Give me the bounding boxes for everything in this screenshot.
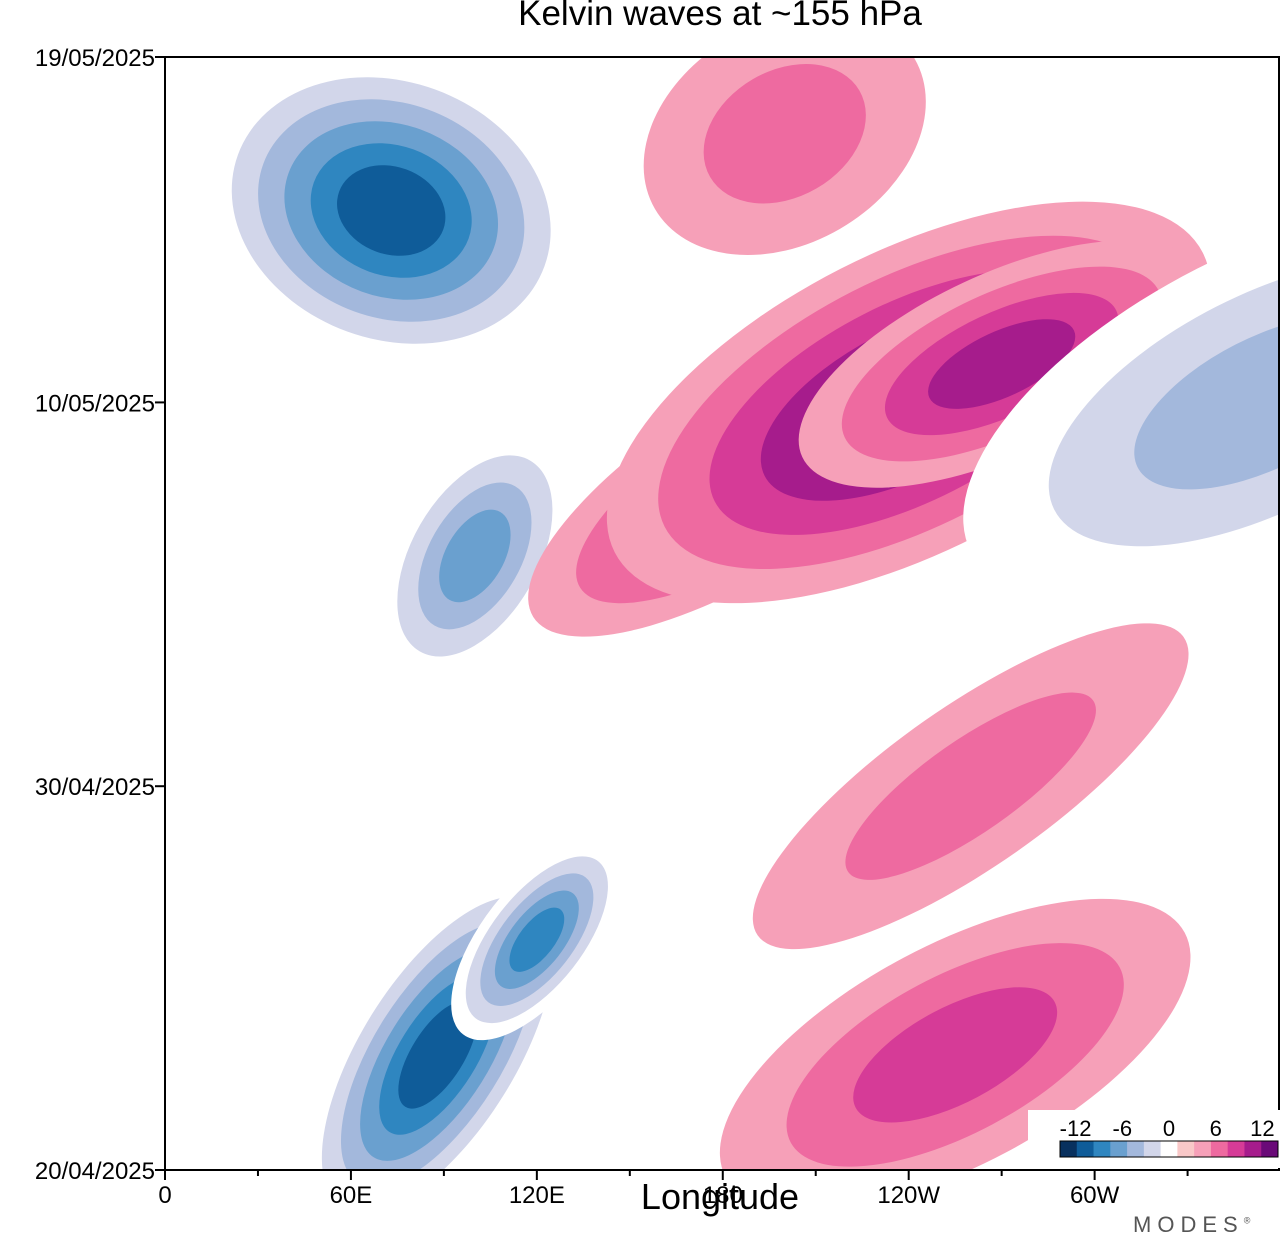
contour-band xyxy=(1134,315,1279,490)
colorbar-swatch xyxy=(1244,1141,1262,1157)
contour-band xyxy=(703,64,866,204)
chart-title: Kelvin waves at ~155 hPa xyxy=(518,0,922,33)
contour-feature xyxy=(451,839,623,1041)
y-tick-label: 20/04/2025 xyxy=(35,1158,155,1185)
colorbar-swatch xyxy=(1261,1141,1279,1157)
contour-feature xyxy=(643,57,926,256)
contour-band xyxy=(853,987,1058,1123)
contour-feature xyxy=(719,898,1191,1170)
x-tick-label: 0 xyxy=(158,1182,171,1209)
colorbar-swatch xyxy=(1110,1141,1128,1157)
x-tick-label: 60W xyxy=(1070,1182,1120,1209)
contour-feature xyxy=(798,240,1205,488)
colorbar-label: 12 xyxy=(1250,1116,1274,1141)
colorbar-swatch xyxy=(1160,1141,1178,1157)
contour-band xyxy=(509,907,565,972)
x-axis: 0 60E 120E 180 120W 60W xyxy=(158,1170,1189,1209)
contour-band xyxy=(845,692,1096,880)
brand-text: MODES xyxy=(1133,1212,1244,1237)
contour-feature xyxy=(963,201,1279,604)
contour-fields xyxy=(205,57,1279,1170)
x-tick-label: 60E xyxy=(330,1182,373,1209)
y-tick-label: 10/05/2025 xyxy=(35,390,155,417)
colorbar-swatch xyxy=(1093,1141,1111,1157)
colorbar-frame xyxy=(1059,1140,1279,1158)
colorbar-label: 0 xyxy=(1163,1116,1175,1141)
colorbar-background xyxy=(1028,1110,1280,1168)
colorbar-swatch xyxy=(1127,1141,1145,1157)
colorbar-swatch xyxy=(1076,1141,1095,1157)
y-tick-label: 30/04/2025 xyxy=(35,774,155,801)
y-tick-label: 19/05/2025 xyxy=(35,45,155,72)
colorbar-label: -12 xyxy=(1060,1116,1092,1141)
contour-band xyxy=(928,319,1076,409)
colorbar-swatch xyxy=(1227,1141,1245,1157)
colorbar-swatch xyxy=(1210,1141,1229,1157)
x-axis-label: Longitude xyxy=(640,1176,800,1217)
contour-feature xyxy=(752,623,1189,950)
colorbar-label: -6 xyxy=(1113,1116,1133,1141)
colorbar-label: 6 xyxy=(1210,1116,1222,1141)
x-tick-label: 120E xyxy=(509,1182,565,1209)
colorbar-swatch xyxy=(1143,1141,1162,1157)
colorbar-swatch xyxy=(1060,1141,1078,1157)
modes-logo: MODES® xyxy=(1133,1212,1251,1237)
contour-feature xyxy=(376,428,574,684)
y-axis: 20/04/2025 30/04/2025 10/05/2025 19/05/2025 xyxy=(35,45,165,1185)
contour-band xyxy=(337,165,446,256)
colorbar: -12 -6 0 6 12 xyxy=(1028,1110,1280,1168)
x-tick-label: 120W xyxy=(877,1182,940,1209)
contour-feature xyxy=(205,57,577,366)
contour-band xyxy=(439,509,511,603)
x-tick-label: 180 xyxy=(703,1182,743,1209)
plot-area xyxy=(165,57,1279,1170)
colorbar-swatch xyxy=(1177,1141,1195,1157)
colorbar-swatch xyxy=(1194,1141,1212,1157)
